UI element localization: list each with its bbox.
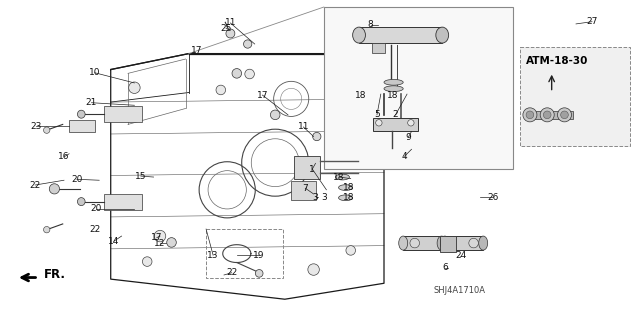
Circle shape	[154, 230, 166, 242]
Text: 22: 22	[89, 225, 100, 234]
Text: 11: 11	[225, 19, 236, 27]
Text: SHJ4A1710A: SHJ4A1710A	[433, 286, 486, 295]
Ellipse shape	[77, 110, 85, 118]
Bar	[525, 111, 573, 119]
Bar	[104, 106, 142, 122]
Circle shape	[353, 134, 364, 145]
Ellipse shape	[339, 185, 353, 190]
Bar	[324, 7, 513, 169]
Bar	[445, 236, 483, 250]
Text: 14: 14	[108, 237, 120, 246]
Circle shape	[561, 111, 568, 119]
Ellipse shape	[436, 27, 449, 43]
Text: 2: 2	[393, 110, 398, 119]
Circle shape	[244, 40, 252, 48]
Text: 18: 18	[387, 91, 398, 100]
Circle shape	[557, 108, 572, 122]
Text: 18: 18	[333, 173, 345, 182]
Text: 25: 25	[220, 24, 232, 33]
Circle shape	[245, 69, 254, 79]
Bar	[440, 236, 456, 252]
Text: 26: 26	[487, 193, 499, 202]
Bar	[294, 156, 320, 179]
Text: 20: 20	[71, 175, 83, 184]
Circle shape	[232, 69, 241, 78]
Text: 18: 18	[343, 193, 355, 202]
Bar	[69, 120, 95, 132]
Bar	[403, 236, 442, 250]
Text: 12: 12	[154, 239, 166, 248]
Text: FR.: FR.	[44, 269, 65, 281]
Circle shape	[543, 111, 551, 119]
Circle shape	[313, 132, 321, 141]
Text: ATM-18-30: ATM-18-30	[525, 56, 588, 66]
Circle shape	[271, 110, 280, 120]
Text: 3: 3	[322, 193, 327, 202]
Bar	[206, 229, 283, 278]
Circle shape	[216, 85, 225, 95]
Text: 10: 10	[89, 68, 100, 77]
Circle shape	[410, 238, 419, 248]
Circle shape	[408, 120, 414, 126]
Circle shape	[346, 246, 355, 255]
Bar	[372, 43, 385, 53]
Text: 11: 11	[298, 122, 309, 131]
Circle shape	[308, 264, 319, 275]
Text: 6: 6	[442, 263, 447, 272]
Text: 7: 7	[303, 184, 308, 193]
Text: 24: 24	[455, 251, 467, 260]
Circle shape	[358, 103, 372, 117]
Text: 21: 21	[86, 98, 97, 107]
Ellipse shape	[77, 198, 85, 206]
Bar	[520, 47, 630, 146]
Circle shape	[44, 226, 50, 233]
Text: 17: 17	[257, 91, 268, 100]
Text: 4: 4	[402, 152, 407, 161]
Text: 20: 20	[90, 204, 102, 213]
Circle shape	[349, 60, 361, 71]
Ellipse shape	[384, 79, 403, 85]
Ellipse shape	[339, 195, 353, 201]
Circle shape	[469, 238, 478, 248]
Bar	[104, 194, 142, 210]
Text: 23: 23	[31, 122, 42, 130]
Circle shape	[255, 270, 263, 277]
Text: 22: 22	[29, 181, 41, 189]
Text: 3: 3	[313, 193, 318, 202]
Circle shape	[526, 111, 534, 119]
Circle shape	[376, 120, 382, 126]
Text: 27: 27	[586, 17, 598, 26]
Ellipse shape	[353, 27, 365, 43]
Bar	[373, 118, 418, 131]
Ellipse shape	[335, 174, 349, 180]
Circle shape	[167, 238, 176, 247]
Ellipse shape	[440, 236, 449, 250]
Ellipse shape	[479, 236, 488, 250]
Circle shape	[143, 257, 152, 266]
Circle shape	[44, 127, 50, 133]
Circle shape	[523, 108, 537, 122]
Text: 18: 18	[355, 91, 366, 100]
Text: 8: 8	[368, 20, 373, 29]
Text: 9: 9	[406, 133, 411, 142]
Text: 17: 17	[191, 46, 202, 55]
Text: 15: 15	[135, 172, 147, 181]
Text: 19: 19	[253, 251, 265, 260]
Circle shape	[540, 108, 554, 122]
Text: 22: 22	[226, 268, 237, 277]
Bar	[291, 181, 316, 200]
Text: 18: 18	[343, 183, 355, 192]
Text: 13: 13	[207, 251, 219, 260]
Text: 17: 17	[151, 233, 163, 242]
Ellipse shape	[399, 236, 408, 250]
Text: 5: 5	[374, 110, 380, 119]
Ellipse shape	[384, 86, 403, 92]
Circle shape	[49, 184, 60, 194]
Text: 1: 1	[310, 165, 315, 174]
Ellipse shape	[437, 236, 446, 250]
Text: 16: 16	[58, 152, 70, 161]
Circle shape	[129, 82, 140, 93]
Circle shape	[226, 29, 235, 38]
Bar	[359, 27, 442, 43]
